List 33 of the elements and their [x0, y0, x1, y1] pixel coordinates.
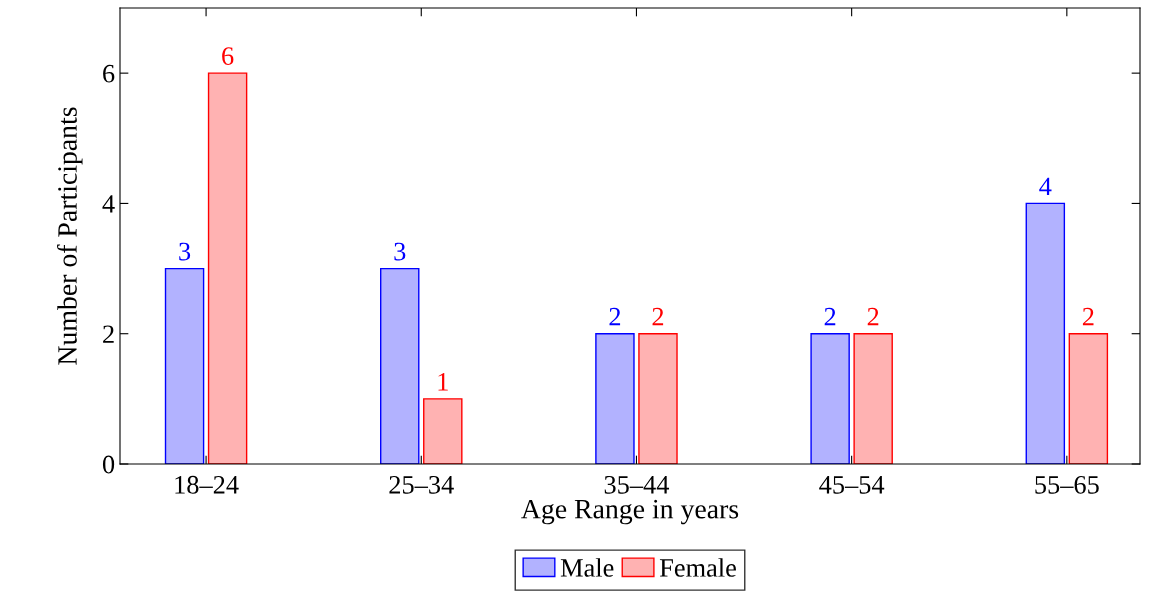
bar — [810, 333, 850, 464]
x-tick-label: 25–34 — [389, 475, 454, 494]
y-tick-label: 6 — [103, 64, 115, 83]
data-label: 2 — [609, 307, 621, 326]
x-tick-label: 35–44 — [604, 475, 670, 494]
y-tick-label: 2 — [103, 325, 114, 343]
data-label: 2 — [867, 307, 879, 326]
x-axis-title: Age Range in years — [521, 499, 739, 525]
data-label: 4 — [1039, 177, 1052, 196]
bar — [380, 267, 420, 464]
bar — [164, 267, 205, 464]
legend-label: Female — [659, 558, 736, 577]
bar — [207, 72, 248, 464]
data-label: 2 — [652, 307, 664, 326]
data-label: 2 — [824, 307, 836, 326]
data-label: 1 — [438, 373, 448, 391]
y-tick-label: 0 — [102, 455, 115, 474]
bar — [638, 333, 678, 464]
bar — [1068, 333, 1109, 464]
x-tick-label: 18–24 — [175, 475, 239, 494]
x-tick-label: 45–54 — [819, 476, 885, 494]
data-label: 6 — [222, 47, 234, 65]
y-tick-label: 4 — [102, 195, 115, 213]
data-label: 3 — [179, 242, 191, 261]
bar — [1025, 202, 1066, 464]
bar — [853, 333, 893, 464]
bar — [423, 398, 463, 464]
y-axis-title: Number of Participants — [57, 107, 83, 365]
legend-label: Male — [560, 558, 614, 577]
data-label: 3 — [394, 242, 406, 261]
x-tick-label: 55–65 — [1035, 475, 1099, 494]
bar — [595, 333, 635, 464]
data-label: 2 — [1082, 307, 1094, 326]
